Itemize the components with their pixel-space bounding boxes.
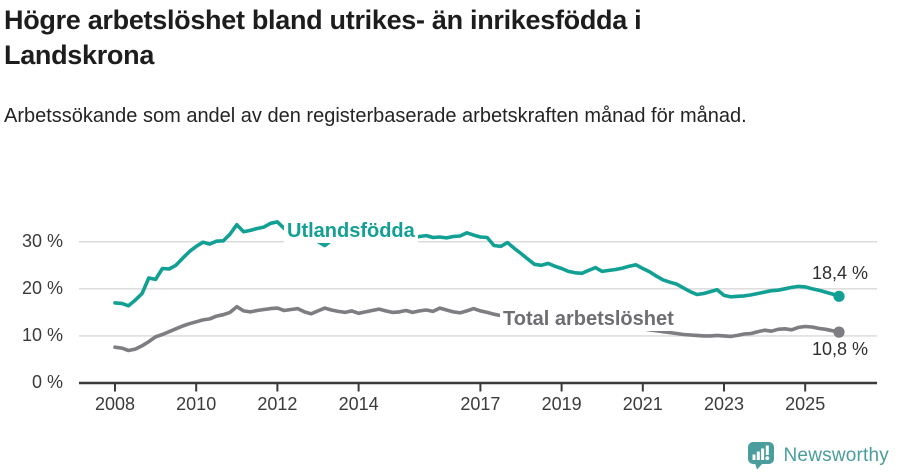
y-tick-label: 10 % [21,324,63,345]
series-line-utlandsf-dda [113,220,841,308]
x-tick-label: 2017 [460,394,501,414]
page-title: Högre arbetslöshet bland utrikes- än inr… [4,5,642,70]
y-tick-label: 30 % [21,230,63,251]
x-tick-label: 2019 [541,394,582,414]
x-tick-label: 2021 [622,394,663,414]
x-tick-label: 2008 [94,394,136,414]
x-tick-label: 2012 [257,394,298,414]
newsworthy-bar-chart-bubble-icon [747,442,774,470]
x-tick-label: 2025 [785,394,826,414]
newsworthy-brand-text: Newsworthy [783,444,889,466]
x-tick-label: 2023 [703,394,745,414]
series-line-total-arbetsl-shet [113,304,841,353]
y-tick-label: 20 % [21,277,63,298]
page-subtitle: Arbetssökande som andel av den registerb… [4,105,747,127]
end-dot-total-arbetsl-shet [833,326,845,338]
end-value-label-total-arbetsloshet: 10,8 % [812,339,869,359]
x-tick-label: 2014 [338,394,379,414]
end-dot-utlandsf-dda [833,290,845,302]
series-label-utlandsfodda: Utlandsfödda [284,220,418,243]
end-value-label-utlandsfodda: 18,4 % [812,263,869,283]
series-label-total-arbetsloshet: Total arbetslöshet [500,308,677,331]
y-tick-label: 0 % [31,372,63,392]
newsworthy-logo[interactable]: Newsworthy [747,441,889,470]
x-tick-label: 2010 [176,394,217,414]
